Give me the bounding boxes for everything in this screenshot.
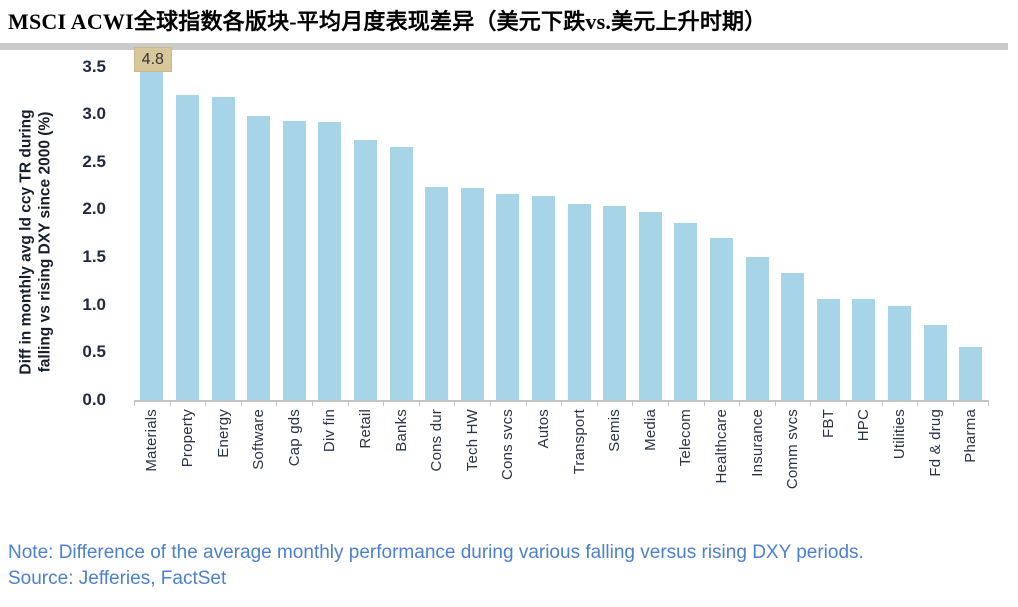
bar <box>140 66 164 400</box>
x-category-label: Media <box>641 409 659 451</box>
x-axis-tick <box>276 400 278 406</box>
x-category-label: Div fin <box>321 409 339 453</box>
bar <box>389 147 413 400</box>
x-category-label: Utilities <box>890 409 908 460</box>
y-axis-title: Diff in monthly avg ld ccy TR during fal… <box>17 70 55 415</box>
x-category-label: Healthcare <box>712 409 730 484</box>
bar <box>852 298 876 400</box>
bar-chart: Diff in monthly avg ld ccy TR during fal… <box>17 47 990 490</box>
y-tick-label: 2.0 <box>82 199 106 219</box>
y-tick-label: 0.0 <box>82 390 106 409</box>
footer: Note: Difference of the average monthly … <box>8 540 1012 592</box>
bar <box>247 116 271 400</box>
x-axis-tick <box>525 400 527 406</box>
bar <box>175 95 199 400</box>
y-tick-label: 2.5 <box>82 151 106 171</box>
x-axis-tick <box>846 400 847 406</box>
x-category-label: Insurance <box>748 409 766 477</box>
bar <box>531 196 555 400</box>
bar <box>353 139 377 400</box>
x-category-label: Tech HW <box>463 409 481 472</box>
x-axis-tick <box>988 400 990 406</box>
x-category-label: Property <box>178 409 196 468</box>
bar <box>603 205 627 400</box>
x-category-label: HPC <box>855 409 873 442</box>
x-category-label: Transport <box>570 409 588 475</box>
y-tick-label: 1.0 <box>82 294 106 314</box>
bar <box>425 186 449 400</box>
x-axis-tick <box>383 400 385 406</box>
bar <box>923 324 947 400</box>
bar <box>674 222 698 400</box>
y-axis-title-line2: falling vs rising DXY since 2000 (%) <box>36 111 54 373</box>
x-axis-tick <box>312 400 313 406</box>
bar <box>638 212 662 400</box>
x-axis-tick <box>774 400 776 406</box>
x-axis-tick <box>169 400 171 406</box>
x-axis-tick <box>632 400 634 406</box>
page-title: MSCI ACWI全球指数各版块-平均月度表现差异（美元下跌vs.美元上升时期） <box>8 9 767 34</box>
x-axis-tick <box>134 400 135 406</box>
x-category-label: Banks <box>392 409 410 452</box>
bar <box>567 203 591 400</box>
x-axis-tick <box>596 400 598 406</box>
bar <box>460 188 484 400</box>
y-tick-label: 3.0 <box>82 104 106 124</box>
y-tick-label: 3.5 <box>82 56 106 76</box>
x-axis-tick <box>703 400 705 406</box>
bar <box>781 273 805 400</box>
x-category-label: FBT <box>819 409 837 438</box>
x-axis-tick <box>490 400 491 406</box>
x-axis-tick <box>454 400 456 406</box>
bar <box>709 238 733 400</box>
x-axis-tick <box>240 400 242 406</box>
bar <box>211 96 235 400</box>
x-axis-tick <box>418 400 420 406</box>
bar <box>816 298 840 400</box>
x-axis-tick <box>917 400 919 406</box>
footer-source: Source: Jefferies, FactSet <box>8 568 227 589</box>
divider-band <box>0 43 1008 50</box>
bar <box>496 194 520 400</box>
bar-value-label: 4.8 <box>133 47 172 72</box>
bar <box>318 121 342 400</box>
bar <box>887 305 911 400</box>
x-axis-tick <box>205 400 207 406</box>
footer-note: Note: Difference of the average monthly … <box>8 542 864 563</box>
x-category-label: Semis <box>606 409 624 452</box>
x-category-label: Telecom <box>677 409 695 467</box>
x-category-label: Energy <box>214 409 232 458</box>
x-axis-tick <box>347 400 349 406</box>
x-axis-tick <box>668 400 669 406</box>
x-category-label: Cons svcs <box>499 409 517 480</box>
x-category-label: Pharma <box>962 409 980 463</box>
y-tick-label: 1.5 <box>82 247 106 267</box>
x-category-label: Autos <box>534 409 552 449</box>
x-category-label: Materials <box>143 409 161 472</box>
x-axis-tick <box>952 400 954 406</box>
bar <box>959 346 983 400</box>
x-axis-tick <box>881 400 883 406</box>
bar <box>745 257 769 400</box>
x-category-label: Fd & drug <box>926 409 944 477</box>
y-axis-title-line1: Diff in monthly avg ld ccy TR during <box>17 109 35 375</box>
x-category-label: Retail <box>356 409 374 449</box>
bar <box>282 120 306 400</box>
x-category-label: Cons dur <box>428 409 446 472</box>
x-category-label: Cap gds <box>285 409 303 467</box>
x-axis-tick <box>739 400 741 406</box>
x-category-label: Comm svcs <box>784 409 802 490</box>
x-category-label: Software <box>250 409 268 470</box>
x-axis-tick <box>810 400 812 406</box>
y-tick-label: 0.5 <box>82 342 106 362</box>
x-axis-tick <box>561 400 563 406</box>
